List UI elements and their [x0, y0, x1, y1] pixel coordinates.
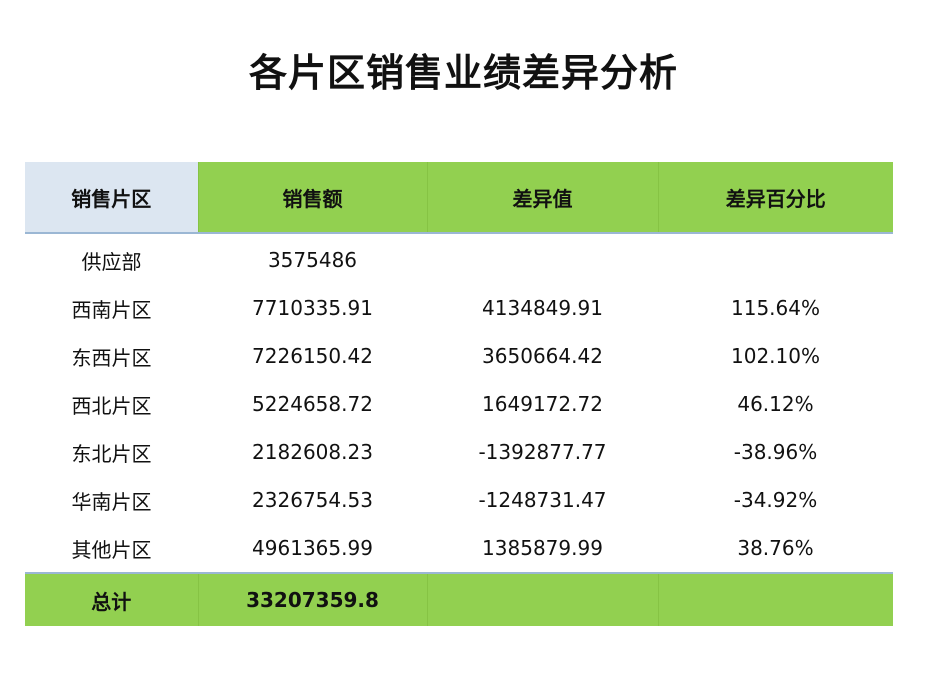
diff-cell: -1392877.77 [478, 440, 607, 464]
diff-percent-cell: 102.10% [731, 344, 820, 368]
table-row: 西南片区 7710335.91 4134849.91 115.64% [25, 284, 893, 332]
sales-table: 销售片区 销售额 差异值 差异百分比 供应部 3575486 西南片区 7710335… [25, 162, 893, 626]
region-cell: 东北片区 [71, 441, 152, 466]
diff-cell: 1385879.99 [482, 536, 603, 560]
table-row: 华南片区 2326754.53 -1248731.47 -34.92% [25, 476, 893, 524]
region-cell: 其他片区 [71, 537, 152, 562]
diff-percent-cell: 115.64% [731, 296, 820, 320]
total-row: 总计 33207359.8 [25, 572, 893, 626]
diff-cell: -1248731.47 [478, 488, 607, 512]
sales-cell: 7226150.42 [252, 344, 373, 368]
sales-cell: 7710335.91 [252, 296, 373, 320]
diff-percent-cell: -34.92% [733, 488, 818, 512]
table-row: 东西片区 7226150.42 3650664.42 102.10% [25, 332, 893, 380]
page-title: 各片区销售业绩差异分析 [248, 51, 678, 95]
diff-percent-cell: 46.12% [737, 392, 814, 416]
header-sales: 销售额 [197, 162, 427, 234]
region-cell: 华南片区 [71, 489, 152, 514]
diff-cell: 1649172.72 [482, 392, 603, 416]
table-row: 西北片区 5224658.72 1649172.72 46.12% [25, 380, 893, 428]
table-row: 其他片区 4961365.99 1385879.99 38.76% [25, 524, 893, 573]
table-row: 供应部 3575486 [25, 233, 893, 284]
sales-cell: 3575486 [267, 248, 358, 272]
sales-cell: 5224658.72 [252, 392, 373, 416]
region-cell: 西南片区 [71, 297, 152, 322]
header-diff: 差异值 [426, 162, 658, 234]
diff-percent-cell: -38.96% [733, 440, 818, 464]
header-diff-percent: 差异百分比 [657, 162, 893, 234]
region-cell: 西北片区 [71, 393, 152, 418]
diff-cell: 3650664.42 [482, 344, 603, 368]
diff-cell [427, 233, 658, 284]
header-row: 销售片区 销售额 差异值 差异百分比 [25, 162, 893, 234]
region-cell: 供应部 [81, 249, 142, 274]
total-diff-percent [657, 572, 893, 626]
diff-percent-cell: 38.76% [737, 536, 814, 560]
total-sales: 33207359.8 [197, 572, 427, 626]
total-diff [426, 572, 658, 626]
sales-cell: 2326754.53 [252, 488, 373, 512]
table-row: 东北片区 2182608.23 -1392877.77 -38.96% [25, 428, 893, 476]
diff-percent-cell [658, 233, 893, 284]
region-cell: 东西片区 [71, 345, 152, 370]
sales-cell: 2182608.23 [252, 440, 373, 464]
total-label: 总计 [25, 572, 198, 626]
header-region: 销售片区 [25, 162, 198, 234]
diff-cell: 4134849.91 [482, 296, 603, 320]
sales-cell: 4961365.99 [252, 536, 373, 560]
